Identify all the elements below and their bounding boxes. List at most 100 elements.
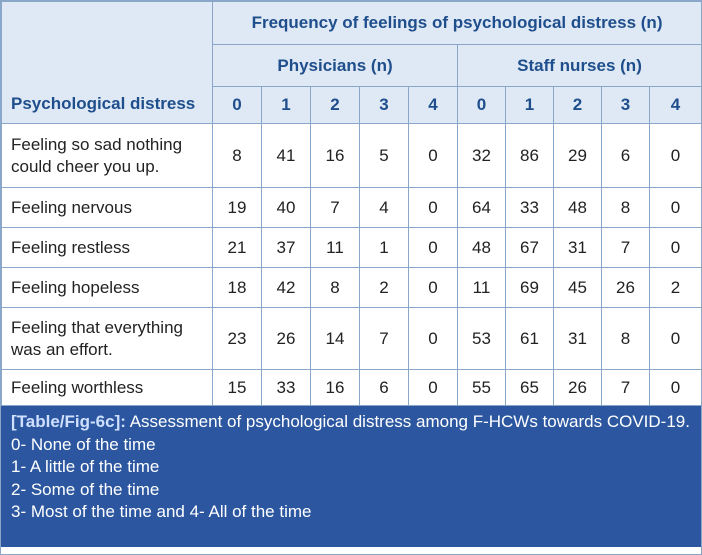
cell: 33 bbox=[505, 187, 554, 228]
column-header: 3 bbox=[601, 86, 650, 124]
caption-ref: [Table/Fig-6c]: bbox=[11, 412, 126, 431]
cell: 11 bbox=[310, 227, 360, 268]
cell: 7 bbox=[601, 369, 650, 406]
row-label: Feeling that everything was an effort. bbox=[1, 307, 213, 370]
cell: 0 bbox=[408, 227, 458, 268]
row-header: Psychological distress bbox=[1, 1, 213, 124]
column-header: 2 bbox=[310, 86, 360, 124]
cell: 8 bbox=[601, 307, 650, 370]
cell: 33 bbox=[261, 369, 311, 406]
cell: 42 bbox=[261, 267, 311, 308]
cell: 0 bbox=[408, 123, 458, 188]
table-row: Feeling restless 21 37 11 1 0 48 67 31 7 0 bbox=[1, 227, 702, 268]
cell: 0 bbox=[648, 187, 702, 228]
caption-notes: 0- None of the time 1- A little of the ti… bbox=[11, 434, 691, 524]
cell: 41 bbox=[261, 123, 311, 188]
group-header: Staff nurses (n) bbox=[456, 44, 702, 87]
cell: 65 bbox=[505, 369, 554, 406]
caption-note: 1- A little of the time bbox=[11, 457, 160, 476]
column-header: 1 bbox=[261, 86, 311, 124]
cell: 45 bbox=[553, 267, 602, 308]
group-row: Physicians (n) Staff nurses (n) bbox=[2, 44, 702, 87]
column-header: 0 bbox=[457, 86, 506, 124]
row-label: Feeling hopeless bbox=[1, 267, 213, 308]
column-header: 0 bbox=[212, 86, 262, 124]
caption: [Table/Fig-6c]: Assessment of psychologi… bbox=[1, 406, 701, 547]
cell: 26 bbox=[261, 307, 311, 370]
cell: 0 bbox=[408, 187, 458, 228]
table-row: Feeling so sad nothing could cheer you u… bbox=[1, 123, 702, 188]
cell: 26 bbox=[601, 267, 650, 308]
cell: 32 bbox=[457, 123, 506, 188]
table-head: Psychological distress Frequency of feel… bbox=[1, 1, 702, 124]
row-label: Feeling so sad nothing could cheer you u… bbox=[1, 123, 213, 188]
cell: 86 bbox=[505, 123, 554, 188]
cell: 0 bbox=[648, 307, 702, 370]
column-header: 4 bbox=[408, 86, 458, 124]
table-row: Feeling nervous 19 40 7 4 0 64 33 48 8 0 bbox=[1, 187, 702, 228]
cell: 5 bbox=[359, 123, 409, 188]
column-header: 4 bbox=[648, 86, 702, 124]
row-label: Feeling nervous bbox=[1, 187, 213, 228]
cell: 7 bbox=[359, 307, 409, 370]
table: Psychological distress Frequency of feel… bbox=[1, 1, 702, 406]
cell: 48 bbox=[457, 227, 506, 268]
cell: 0 bbox=[648, 123, 702, 188]
column-header: 1 bbox=[505, 86, 554, 124]
cell: 8 bbox=[310, 267, 360, 308]
cell: 31 bbox=[553, 307, 602, 370]
cell: 4 bbox=[359, 187, 409, 228]
cell: 0 bbox=[408, 267, 458, 308]
cell: 7 bbox=[310, 187, 360, 228]
column-header: 2 bbox=[553, 86, 602, 124]
caption-note: 3- Most of the time and 4- All of the ti… bbox=[11, 502, 312, 521]
group-header: Physicians (n) bbox=[212, 44, 458, 87]
cell: 40 bbox=[261, 187, 311, 228]
cell: 14 bbox=[310, 307, 360, 370]
cell: 11 bbox=[457, 267, 506, 308]
cell: 37 bbox=[261, 227, 311, 268]
caption-line: [Table/Fig-6c]: Assessment of psychologi… bbox=[11, 411, 691, 434]
cell: 1 bbox=[359, 227, 409, 268]
cell: 0 bbox=[648, 227, 702, 268]
cell: 23 bbox=[212, 307, 262, 370]
row-label: Feeling restless bbox=[1, 227, 213, 268]
cell: 61 bbox=[505, 307, 554, 370]
cell: 16 bbox=[310, 123, 360, 188]
table-row: Feeling worthless 15 33 16 6 0 55 65 26 7 0 bbox=[1, 369, 702, 406]
column-header: 3 bbox=[359, 86, 409, 124]
row-label: Feeling worthless bbox=[1, 369, 213, 406]
table-row: Feeling that everything was an effort. 23… bbox=[1, 307, 702, 370]
cell: 8 bbox=[212, 123, 262, 188]
cell: 8 bbox=[601, 187, 650, 228]
table-body: Feeling so sad nothing could cheer you u… bbox=[1, 123, 702, 406]
cell: 64 bbox=[457, 187, 506, 228]
cell: 67 bbox=[505, 227, 554, 268]
cell: 15 bbox=[212, 369, 262, 406]
cell: 55 bbox=[457, 369, 506, 406]
cell: 2 bbox=[359, 267, 409, 308]
cell: 0 bbox=[648, 369, 702, 406]
header: Frequency of feelings of psychological d… bbox=[211, 1, 702, 45]
table-row: Feeling hopeless 18 42 8 2 0 11 69 45 26 2 bbox=[1, 267, 702, 308]
cell: 0 bbox=[408, 307, 458, 370]
cell: 6 bbox=[601, 123, 650, 188]
cell: 69 bbox=[505, 267, 554, 308]
cell: 26 bbox=[553, 369, 602, 406]
cell: 16 bbox=[310, 369, 360, 406]
cell: 18 bbox=[212, 267, 262, 308]
cell: 31 bbox=[553, 227, 602, 268]
cell: 21 bbox=[212, 227, 262, 268]
cell: 6 bbox=[359, 369, 409, 406]
cell: 53 bbox=[457, 307, 506, 370]
caption-note: 2- Some of the time bbox=[11, 479, 160, 499]
cell: 19 bbox=[212, 187, 262, 228]
caption-note: 0- None of the time bbox=[11, 434, 156, 454]
cell: 2 bbox=[648, 267, 702, 308]
cell: 0 bbox=[408, 369, 458, 406]
cell: 7 bbox=[601, 227, 650, 268]
caption-text: Assessment of psychological distress amo… bbox=[129, 412, 690, 431]
cell: 48 bbox=[553, 187, 602, 228]
